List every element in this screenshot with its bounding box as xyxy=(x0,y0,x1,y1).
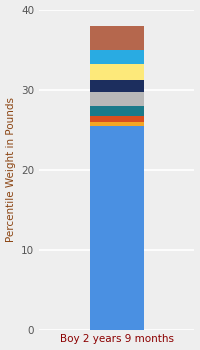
Bar xyxy=(90,26,144,50)
Bar xyxy=(90,92,144,106)
Bar xyxy=(90,122,144,126)
Bar xyxy=(90,80,144,92)
Bar xyxy=(90,50,144,64)
Bar xyxy=(90,64,144,80)
Bar xyxy=(90,116,144,122)
Bar xyxy=(90,106,144,116)
Y-axis label: Percentile Weight in Pounds: Percentile Weight in Pounds xyxy=(6,97,16,242)
Bar xyxy=(90,126,144,330)
